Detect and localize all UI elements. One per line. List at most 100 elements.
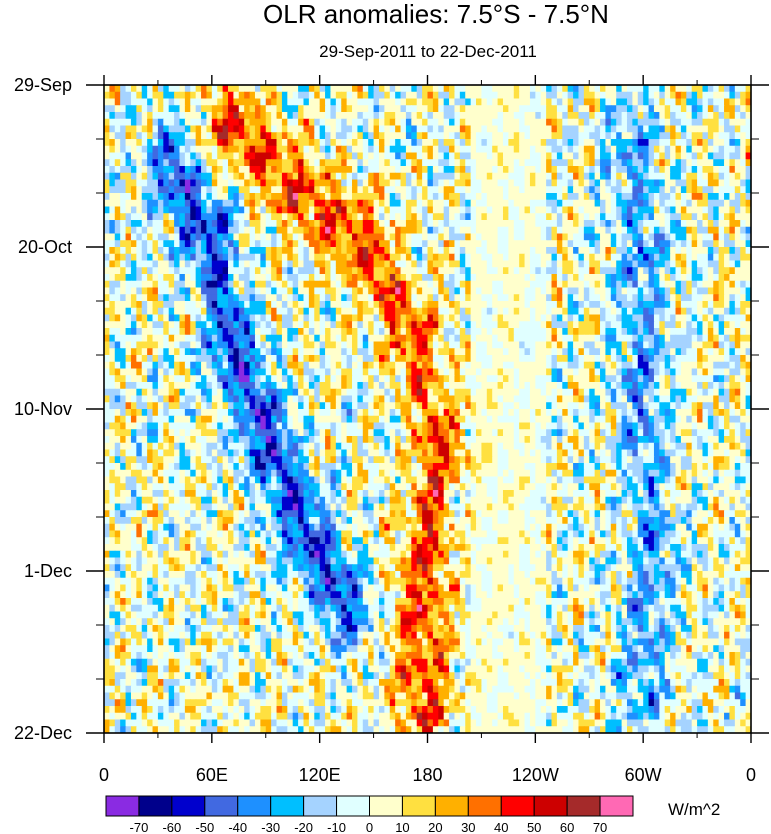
heatmap-cell (492, 193, 499, 201)
heatmap-cell (341, 125, 348, 133)
heatmap-cell (125, 253, 132, 262)
heatmap-cell (308, 301, 315, 309)
heatmap-cell (184, 361, 191, 370)
heatmap-cell (438, 361, 445, 370)
heatmap-cell (174, 260, 181, 268)
heatmap-cell (168, 240, 175, 248)
heatmap-cell (702, 348, 709, 356)
heatmap-cell (497, 260, 504, 268)
heatmap-cell (573, 159, 580, 167)
heatmap-cell (152, 226, 159, 235)
heatmap-cell (573, 328, 580, 336)
heatmap-cell (389, 287, 396, 295)
heatmap-cell (147, 152, 154, 160)
heatmap-cell (470, 334, 477, 343)
heatmap-cell (395, 341, 402, 349)
heatmap-cell (362, 274, 369, 282)
heatmap-cell (432, 139, 439, 147)
heatmap-cell (104, 294, 110, 302)
heatmap-cell (281, 179, 288, 187)
heatmap-cell (373, 307, 380, 316)
heatmap-cell (492, 91, 499, 100)
heatmap-cell (529, 166, 536, 174)
heatmap-cell (319, 301, 326, 309)
heatmap-cell (287, 267, 294, 275)
heatmap-cell (508, 334, 515, 343)
heatmap-cell (157, 193, 164, 201)
heatmap-cell (519, 179, 526, 187)
heatmap-cell (653, 301, 660, 309)
heatmap-cell (432, 112, 439, 120)
heatmap-cell (141, 260, 148, 268)
heatmap-cell (184, 193, 191, 201)
heatmap-cell (680, 159, 687, 167)
heatmap-cell (233, 240, 240, 248)
heatmap-cell (368, 220, 375, 228)
heatmap-cell (713, 172, 720, 181)
heatmap-cell (589, 139, 596, 147)
heatmap-cell (546, 172, 553, 181)
heatmap-cell (594, 233, 601, 241)
heatmap-cell (362, 85, 369, 93)
heatmap-cell (432, 118, 439, 127)
heatmap-cell (201, 280, 208, 289)
heatmap-cell (594, 172, 601, 181)
heatmap-cell (335, 274, 342, 282)
heatmap-cell (389, 172, 396, 181)
heatmap-cell (470, 260, 477, 268)
heatmap-cell (281, 105, 288, 113)
heatmap-cell (271, 328, 278, 336)
heatmap-cell (120, 206, 127, 214)
heatmap-cell (228, 355, 234, 363)
heatmap-cell (335, 307, 342, 316)
heatmap-cell (195, 132, 202, 140)
heatmap-cell (481, 118, 488, 127)
heatmap-cell (400, 307, 407, 316)
heatmap-cell (718, 105, 725, 113)
heatmap-cell (745, 179, 751, 187)
heatmap-cell (724, 132, 731, 140)
heatmap-cell (357, 321, 364, 329)
heatmap-cell (438, 172, 445, 181)
heatmap-cell (104, 267, 110, 275)
heatmap-cell (109, 85, 116, 93)
heatmap-cell (540, 334, 547, 343)
heatmap-cell (395, 139, 402, 147)
heatmap-cell (718, 152, 725, 160)
heatmap-cell (432, 328, 439, 336)
heatmap-cell (190, 152, 197, 160)
heatmap-cell (594, 98, 601, 106)
heatmap-cell (174, 233, 181, 241)
heatmap-cell (476, 355, 483, 363)
heatmap-cell (718, 159, 725, 167)
heatmap-cell (395, 159, 402, 167)
heatmap-cell (373, 274, 380, 282)
heatmap-cell (228, 348, 234, 356)
heatmap-cell (416, 186, 423, 194)
heatmap-cell (168, 199, 175, 208)
heatmap-cell (529, 226, 536, 235)
heatmap-cell (190, 314, 197, 322)
heatmap-cell (152, 172, 159, 181)
heatmap-cell (616, 206, 623, 214)
heatmap-cell (664, 355, 671, 363)
heatmap-cell (535, 321, 542, 329)
heatmap-cell (104, 307, 110, 316)
heatmap-cell (271, 91, 278, 100)
heatmap-cell (152, 125, 159, 133)
heatmap-cell (449, 206, 456, 214)
heatmap-cell (260, 98, 267, 106)
heatmap-cell (589, 105, 596, 113)
heatmap-cell (222, 179, 229, 187)
heatmap-cell (157, 361, 164, 370)
heatmap-cell (362, 193, 369, 201)
heatmap-cell (378, 253, 385, 262)
heatmap-cell (632, 199, 639, 208)
heatmap-cell (206, 172, 213, 181)
heatmap-cell (567, 334, 574, 343)
heatmap-cell (670, 341, 677, 349)
heatmap-cell (206, 132, 213, 140)
heatmap-cell (492, 314, 499, 322)
heatmap-cell (152, 112, 159, 120)
heatmap-cell (670, 139, 677, 147)
